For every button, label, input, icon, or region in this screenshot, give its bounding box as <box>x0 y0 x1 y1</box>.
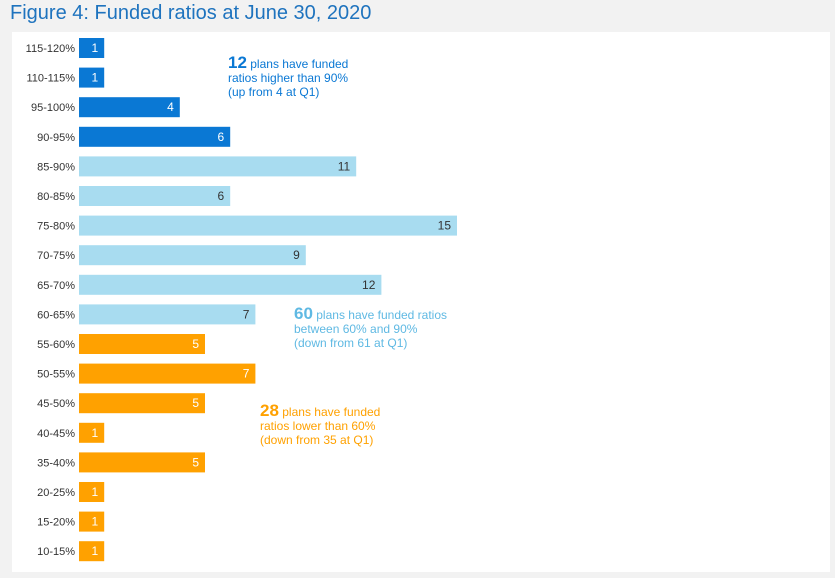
bar-high <box>79 38 105 58</box>
bar-value-label: 5 <box>192 455 199 469</box>
bar-value-label: 7 <box>243 307 250 321</box>
annotation-mid-line3: (down from 61 at Q1) <box>294 336 408 350</box>
bar-value-label: 1 <box>92 41 99 55</box>
bar-mid <box>79 304 256 325</box>
bar-value-label: 4 <box>167 100 174 114</box>
annotation-low-line3: (down from 35 at Q1) <box>260 433 374 447</box>
bar-mid <box>79 156 357 177</box>
bar-value-label: 1 <box>92 544 99 558</box>
bar-high <box>79 67 105 88</box>
category-label: 10-15% <box>37 546 75 558</box>
bar-mid <box>79 245 306 266</box>
category-label: 70-75% <box>37 250 75 262</box>
bar-value-label: 15 <box>438 219 452 233</box>
bar-value-label: 6 <box>218 189 225 203</box>
bar-mid <box>79 186 231 206</box>
bar-low <box>79 422 105 443</box>
annotation-high-count: 12 <box>228 53 247 72</box>
category-label: 50-55% <box>37 369 75 381</box>
bar-mid <box>79 274 382 295</box>
bar-low <box>79 452 205 473</box>
chart-title: Figure 4: Funded ratios at June 30, 2020 <box>10 2 372 24</box>
bar-value-label: 12 <box>362 278 376 292</box>
category-label: 75-80% <box>37 221 75 233</box>
bar-value-label: 1 <box>92 485 99 499</box>
bar-value-label: 11 <box>338 159 351 173</box>
category-label: 15-20% <box>37 517 75 529</box>
category-label: 85-90% <box>37 161 75 173</box>
annotation-high-line2: ratios higher than 90% <box>228 71 349 85</box>
annotation-high-line3: (up from 4 at Q1) <box>228 85 320 99</box>
annotation-mid-line2: between 60% and 90% <box>294 322 418 336</box>
bar-low <box>79 393 205 414</box>
bar-value-label: 7 <box>243 367 250 381</box>
annotation-mid-count: 60 <box>294 304 313 323</box>
bar-low <box>79 363 256 384</box>
category-label: 115-120% <box>26 43 76 55</box>
category-label: 65-70% <box>37 280 75 292</box>
category-label: 20-25% <box>37 487 75 499</box>
bar-low <box>79 511 105 532</box>
category-label: 35-40% <box>37 457 75 469</box>
bar-value-label: 9 <box>293 248 300 262</box>
bar-value-label: 1 <box>92 515 99 529</box>
bar-value-label: 1 <box>92 426 99 440</box>
category-label: 60-65% <box>37 309 75 321</box>
bar-low <box>79 334 205 354</box>
chart-panel: 115-120% 1 110-115% 1 95-100% 4 90-95% 6 85-90% 1… <box>12 32 830 572</box>
bar-value-label: 5 <box>192 337 199 351</box>
annotation-low-line1: plans have funded <box>278 405 381 419</box>
category-label: 80-85% <box>37 191 75 203</box>
category-label: 40-45% <box>37 428 75 440</box>
bar-low <box>79 541 105 562</box>
category-label: 55-60% <box>37 339 75 351</box>
bar-mid <box>79 215 457 236</box>
annotation-low-count: 28 <box>260 401 279 420</box>
bar-high <box>79 126 231 147</box>
annotation-mid-line1: plans have funded ratios <box>312 308 448 322</box>
category-label: 110-115% <box>26 73 75 85</box>
annotation-high: 12 plans have funded ratios higher than … <box>228 53 349 99</box>
annotation-low-line2: ratios lower than 60% <box>260 419 376 433</box>
annotation-high-line1: plans have funded <box>246 57 349 71</box>
funded-ratios-bar-chart: 115-120% 1 110-115% 1 95-100% 4 90-95% 6 85-90% 1… <box>26 38 457 562</box>
category-label: 90-95% <box>37 132 75 144</box>
bar-value-label: 6 <box>218 130 225 144</box>
category-label: 95-100% <box>31 102 75 114</box>
bar-low <box>79 482 105 502</box>
bar-value-label: 1 <box>92 71 99 85</box>
category-label: 45-50% <box>37 398 75 410</box>
bar-high <box>79 97 180 118</box>
bar-value-label: 5 <box>192 396 199 410</box>
annotation-low: 28 plans have funded ratios lower than 6… <box>260 401 381 447</box>
annotation-mid: 60 plans have funded ratios between 60% … <box>294 304 448 350</box>
